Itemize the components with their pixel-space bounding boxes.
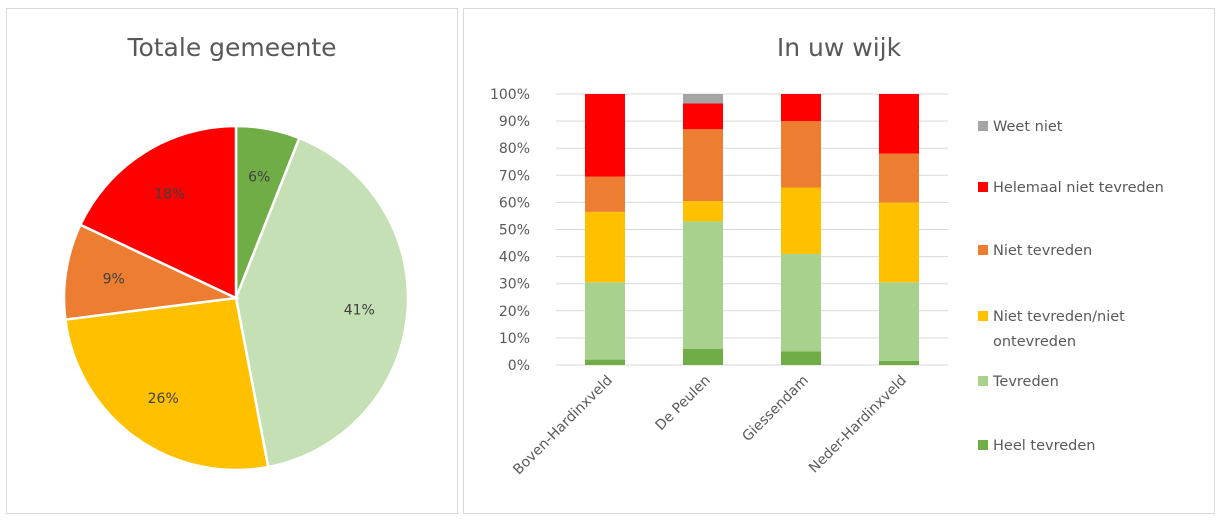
- bar-segment-niet-tevreden-niet-ontevreden: [781, 187, 821, 254]
- pie-chart-title: Totale gemeente: [127, 33, 337, 62]
- y-tick-label: 30%: [499, 277, 530, 293]
- y-tick-label: 100%: [490, 87, 530, 103]
- bar-segment-tevreden: [879, 282, 919, 361]
- bar-segment-niet-tevreden: [879, 153, 919, 203]
- y-tick-label: 10%: [499, 331, 530, 347]
- x-tick-label: De Peulen: [653, 373, 714, 434]
- legend-item-heel-tevreden: Heel tevreden: [978, 438, 1095, 454]
- legend-label: ontevreden: [993, 334, 1076, 350]
- legend-item-niet-tevreden: Niet tevreden: [978, 243, 1092, 259]
- bar-segment-niet-tevreden-niet-ontevreden: [585, 211, 625, 283]
- legend-swatch: [978, 311, 988, 321]
- bar-segment-tevreden: [585, 282, 625, 360]
- bar-segment-heel-tevreden: [585, 359, 625, 365]
- pie-data-label: 9%: [103, 272, 125, 288]
- bar-segment-niet-tevreden: [781, 121, 821, 188]
- legend-swatch: [978, 121, 988, 131]
- bar-segment-tevreden: [781, 253, 821, 352]
- y-tick-label: 20%: [499, 304, 530, 320]
- y-tick-label: 50%: [499, 223, 530, 239]
- bar-segment-heel-tevreden: [879, 360, 919, 365]
- pie-data-label: 6%: [248, 169, 270, 185]
- bar-segment-niet-tevreden: [683, 129, 723, 202]
- bar-segment-niet-tevreden-niet-ontevreden: [683, 201, 723, 222]
- legend-swatch: [978, 245, 988, 255]
- bar-segment-helemaal-niet-tevreden: [683, 103, 723, 130]
- bar-segment-tevreden: [683, 221, 723, 349]
- legend-label: Tevreden: [992, 374, 1059, 390]
- y-tick-label: 80%: [499, 141, 530, 157]
- bar-chart-title: In uw wijk: [776, 33, 902, 62]
- bar-chart-panel: In uw wijk 0% 10% 20% 30% 40% 50% 60% 70% 80% 90%…: [463, 8, 1215, 514]
- y-tick-label: 70%: [499, 168, 530, 184]
- pie-chart: 6% 41% 26% 9% 18%: [62, 124, 410, 472]
- pie-chart-panel: Totale gemeente 6% 41% 26% 9% 18%: [6, 8, 458, 514]
- pie-slice-niet-tevreden-niet-ontevreden: [63, 296, 270, 472]
- legend-label: Heel tevreden: [993, 438, 1095, 454]
- y-tick-label: 60%: [499, 195, 530, 211]
- y-tick-label: 0%: [508, 358, 530, 374]
- x-tick-label: Boven-Hardinxveld: [510, 373, 616, 479]
- x-tick-label: Giessendam: [739, 373, 812, 446]
- bar-segment-niet-tevreden-niet-ontevreden: [879, 202, 919, 283]
- bar-segment-niet-tevreden: [585, 176, 625, 212]
- y-tick-label: 90%: [499, 114, 530, 130]
- y-tick-label: 40%: [499, 250, 530, 266]
- legend-item-niet-tevreden-niet-ontevreden: Niet tevreden/niet ontevreden: [978, 309, 1125, 350]
- legend-item-tevreden: Tevreden: [978, 374, 1059, 390]
- legend-label: Weet niet: [993, 119, 1063, 135]
- pie-slice-tevreden: [234, 136, 410, 469]
- legend-swatch: [978, 376, 988, 386]
- pie-data-label: 18%: [154, 186, 185, 202]
- legend-swatch: [978, 182, 988, 192]
- bar-segment-heel-tevreden: [781, 351, 821, 365]
- legend-item-weet-niet: Weet niet: [978, 119, 1063, 135]
- pie-data-label: 41%: [344, 303, 375, 319]
- pie-data-label: 26%: [148, 391, 179, 407]
- bar-segment-heel-tevreden: [683, 348, 723, 365]
- legend-label: Niet tevreden: [993, 243, 1092, 259]
- legend-label: Helemaal niet tevreden: [993, 180, 1164, 196]
- bar-segment-helemaal-niet-tevreden: [585, 94, 625, 177]
- x-tick-label: Neder-Hardinxveld: [806, 373, 910, 477]
- legend-item-helemaal-niet-tevreden: Helemaal niet tevreden: [978, 180, 1164, 196]
- bar-segment-helemaal-niet-tevreden: [781, 94, 821, 122]
- legend-swatch: [978, 440, 988, 450]
- legend-label: Niet tevreden/niet: [993, 309, 1125, 325]
- stacked-bar-chart: 0% 10% 20% 30% 40% 50% 60% 70% 80% 90% 100% Boven-H…: [490, 87, 1164, 479]
- pie-slice-helemaal-niet-tevreden: [78, 124, 238, 300]
- pie-slice-niet-tevreden: [62, 223, 241, 321]
- bar-segment-weet-niet: [683, 94, 723, 104]
- bar-segment-helemaal-niet-tevreden: [879, 94, 919, 154]
